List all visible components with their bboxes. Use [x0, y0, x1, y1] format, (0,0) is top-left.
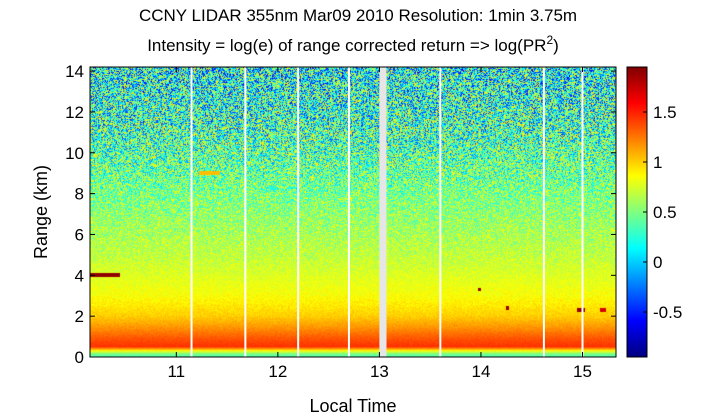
data-gap-line	[347, 67, 350, 357]
y-tick-label: 0	[75, 348, 84, 367]
colorbar-tick-label: 1.5	[653, 103, 677, 122]
chart-title-line2: Intensity = log(e) of range corrected re…	[147, 33, 559, 55]
title-line2-superscript: 2	[546, 33, 553, 47]
axis-ticks: 11 12 13 14 15 0 2 4 6 8 10 12 14	[65, 62, 616, 381]
x-tick-label: 13	[370, 362, 389, 381]
title-line2-prefix: Intensity = log(e) of range corrected re…	[147, 36, 546, 55]
colorbar-image	[627, 67, 647, 357]
plot-frame	[89, 66, 617, 358]
title-line2-suffix: )	[553, 36, 559, 55]
x-tick-label: 12	[268, 362, 287, 381]
colorbar-tick-label: -0.5	[653, 303, 682, 322]
colorbar-tick-label: 1	[653, 153, 662, 172]
missing-data-band	[379, 67, 387, 357]
y-tick-label: 10	[65, 144, 84, 163]
data-gap-line	[542, 67, 545, 357]
y-tick-label: 6	[75, 225, 84, 244]
colorbar-tick-label: 0.5	[653, 203, 677, 222]
colorbar: -0.5 0 0.5 1 1.5	[626, 66, 682, 358]
plot-area: 11 12 13 14 15 0 2 4 6 8 10 12 14	[65, 62, 617, 381]
y-axis-label: Range (km)	[31, 165, 51, 259]
x-tick-label: 15	[573, 362, 592, 381]
x-tick-label: 14	[471, 362, 490, 381]
colorbar-ticks: -0.5 0 0.5 1 1.5	[643, 103, 682, 322]
y-tick-label: 8	[75, 185, 84, 204]
data-gap-line	[439, 67, 442, 357]
y-tick-label: 12	[65, 103, 84, 122]
heatmap-image	[90, 67, 616, 357]
data-gap-line	[297, 67, 300, 357]
data-gap-line	[190, 67, 193, 357]
chart-title-line1: CCNY LIDAR 355nm Mar09 2010 Resolution: …	[139, 6, 577, 25]
y-tick-label: 14	[65, 62, 84, 81]
data-gap-line	[244, 67, 247, 357]
y-tick-label: 4	[75, 266, 84, 285]
data-gap-line	[581, 67, 584, 357]
colorbar-tick-label: 0	[653, 253, 662, 272]
x-axis-label: Local Time	[309, 396, 396, 416]
y-tick-label: 2	[75, 307, 84, 326]
x-tick-label: 11	[167, 362, 185, 381]
